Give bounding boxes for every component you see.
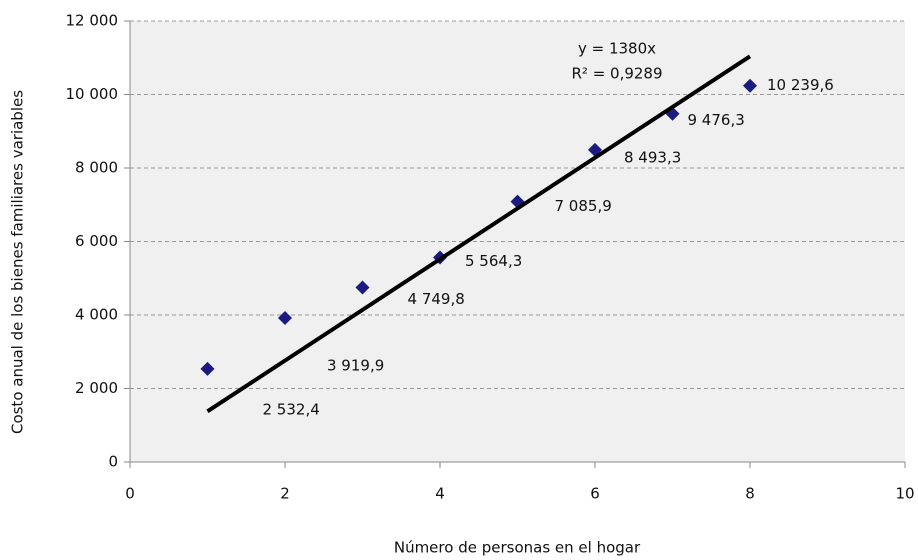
- y-axis-title: Costo anual de los bienes familiares var…: [9, 90, 27, 434]
- marker: [278, 310, 292, 325]
- y-tick-label: 12 000: [66, 12, 119, 30]
- y-tick-label: 10 000: [66, 85, 119, 103]
- data-label: 3 919,9: [327, 356, 384, 374]
- y-tick-label: 2 000: [75, 379, 118, 397]
- marker: [355, 280, 370, 295]
- data-label: 4 749,8: [408, 290, 465, 308]
- x-tick-label: 8: [745, 485, 755, 503]
- marker: [200, 361, 215, 376]
- y-tick-label: 4 000: [75, 306, 118, 324]
- y-tick-label: 0: [108, 453, 118, 471]
- x-tick-label: 4: [435, 485, 445, 503]
- trendline-r2: R² = 0,9289: [571, 65, 662, 83]
- x-tick-label: 6: [590, 485, 600, 503]
- x-axis-title: Número de personas en el hogar: [394, 539, 641, 557]
- x-tick-label: 2: [280, 485, 290, 503]
- data-label: 8 493,3: [624, 148, 681, 166]
- data-label: 7 085,9: [555, 197, 612, 215]
- x-tick-label: 10: [895, 485, 914, 503]
- y-tick-label: 6 000: [75, 232, 118, 250]
- data-label: 5 564,3: [465, 252, 522, 270]
- trendline: [206, 54, 752, 413]
- trendline-equation: y = 1380x: [578, 40, 656, 58]
- data-label: 10 239,6: [767, 76, 834, 94]
- marker: [743, 78, 757, 93]
- data-label: 9 476,3: [688, 111, 745, 129]
- data-label: 2 532,4: [263, 400, 320, 418]
- x-tick-label: 0: [125, 485, 135, 503]
- y-tick-label: 8 000: [75, 159, 118, 177]
